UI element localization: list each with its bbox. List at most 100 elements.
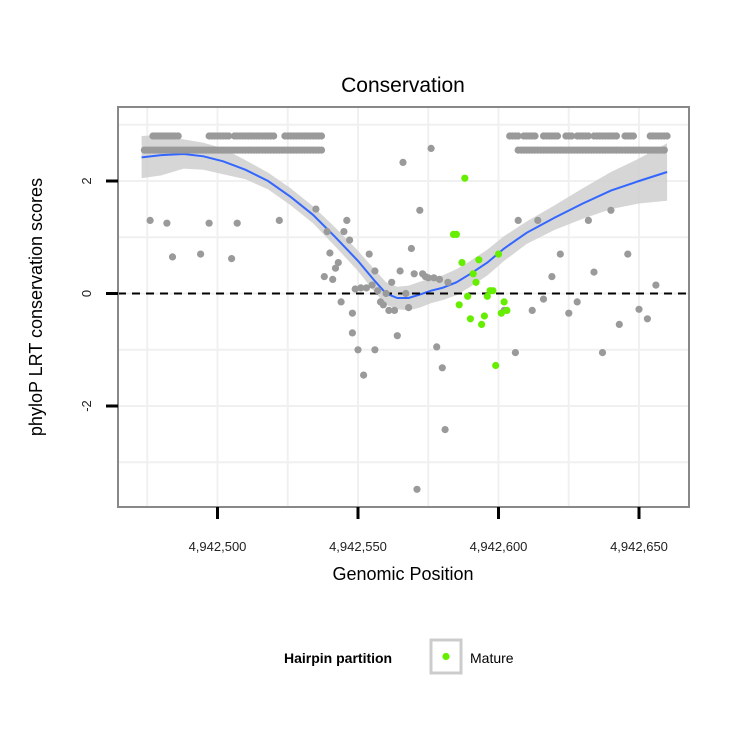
y-tick-label: 0 bbox=[79, 290, 94, 297]
data-point-other bbox=[399, 158, 407, 166]
data-point-other bbox=[514, 132, 522, 140]
data-point-other bbox=[393, 332, 401, 340]
data-point-other bbox=[354, 346, 362, 354]
data-point-other bbox=[346, 236, 354, 244]
confidence-band-area bbox=[141, 134, 668, 311]
data-point-other bbox=[388, 278, 396, 286]
data-point-other bbox=[528, 306, 536, 314]
data-point-other bbox=[511, 349, 519, 357]
legend: Hairpin partition Mature bbox=[284, 638, 514, 675]
data-point-other bbox=[652, 281, 660, 289]
data-point-other bbox=[371, 346, 379, 354]
data-point-mature bbox=[455, 301, 463, 309]
data-point-other bbox=[607, 206, 615, 214]
data-point-other bbox=[163, 219, 171, 227]
data-point-other bbox=[534, 216, 542, 224]
data-point-other bbox=[357, 284, 365, 292]
data-point-other bbox=[590, 268, 598, 276]
data-point-other bbox=[598, 349, 607, 357]
data-point-mature bbox=[480, 312, 488, 320]
y-axis-title: phyloP LRT conservation scores bbox=[26, 178, 46, 436]
data-point-mature bbox=[464, 292, 472, 300]
data-point-mature bbox=[500, 298, 508, 306]
data-point-other bbox=[430, 274, 438, 282]
data-point-other bbox=[326, 249, 334, 257]
x-axis-title: Genomic Position bbox=[332, 564, 473, 584]
data-point-other bbox=[146, 216, 154, 224]
data-point-other bbox=[368, 281, 376, 289]
data-point-other bbox=[660, 146, 668, 154]
x-tick-label: 4,942,500 bbox=[189, 539, 247, 554]
data-point-other bbox=[615, 320, 623, 328]
x-tick-label: 4,942,650 bbox=[610, 539, 668, 554]
data-point-other bbox=[643, 315, 652, 323]
data-point-other bbox=[612, 132, 621, 140]
data-point-other bbox=[323, 228, 331, 236]
data-point-other bbox=[205, 219, 213, 227]
data-point-other bbox=[360, 371, 368, 379]
data-point-other bbox=[225, 132, 233, 140]
data-point-other bbox=[438, 364, 446, 372]
data-point-other bbox=[317, 132, 326, 140]
data-point-other bbox=[441, 426, 449, 434]
data-point-mature bbox=[492, 361, 500, 370]
data-point-other bbox=[424, 274, 432, 282]
data-point-other bbox=[343, 216, 351, 224]
legend-label-mature: Mature bbox=[470, 650, 514, 666]
data-point-other bbox=[385, 306, 393, 314]
x-axis: 4,942,500 4,942,550 4,942,600 4,942,650 bbox=[189, 507, 668, 554]
data-point-mature bbox=[452, 230, 460, 238]
legend-mature-dot bbox=[442, 652, 450, 661]
data-point-other bbox=[539, 295, 548, 303]
data-point-mature bbox=[483, 292, 491, 300]
chart-title: Conservation bbox=[341, 74, 465, 97]
data-point-other bbox=[312, 205, 320, 213]
data-point-other bbox=[624, 250, 632, 258]
loess-line bbox=[141, 152, 668, 299]
x-tick-label: 4,942,600 bbox=[470, 539, 528, 554]
data-point-other bbox=[348, 329, 356, 337]
data-point-other bbox=[270, 132, 278, 140]
legend-title: Hairpin partition bbox=[284, 650, 392, 666]
points-mature bbox=[449, 174, 511, 370]
data-point-other bbox=[427, 144, 435, 152]
data-point-other bbox=[374, 287, 382, 295]
data-point-other bbox=[584, 132, 593, 140]
data-point-other bbox=[331, 264, 340, 272]
data-point-other bbox=[396, 267, 404, 275]
data-point-other bbox=[514, 216, 522, 224]
data-point-other bbox=[548, 273, 556, 281]
y-tick-label: 2 bbox=[79, 177, 94, 184]
data-point-other bbox=[348, 309, 356, 317]
data-point-other bbox=[629, 132, 638, 140]
data-point-other bbox=[410, 270, 418, 278]
data-point-other bbox=[329, 275, 337, 283]
data-point-mature bbox=[494, 250, 503, 258]
data-point-mature bbox=[489, 287, 497, 295]
data-point-other bbox=[402, 289, 410, 298]
data-point-other bbox=[433, 343, 441, 351]
data-point-other bbox=[556, 250, 564, 258]
data-point-mature bbox=[466, 315, 474, 323]
data-point-mature bbox=[458, 259, 466, 267]
data-point-other bbox=[340, 228, 348, 236]
data-point-mature bbox=[469, 270, 477, 278]
y-tick-label: -2 bbox=[79, 400, 94, 412]
data-point-mature bbox=[478, 320, 486, 328]
data-point-other bbox=[382, 289, 390, 298]
smooth-line bbox=[141, 152, 668, 299]
points-other bbox=[140, 132, 671, 493]
panel-border bbox=[117, 106, 690, 508]
data-point-mature bbox=[497, 309, 505, 317]
data-point-other bbox=[635, 305, 643, 313]
x-tick-label: 4,942,550 bbox=[329, 539, 387, 554]
data-point-other bbox=[337, 298, 345, 306]
data-point-other bbox=[573, 298, 581, 306]
data-point-other bbox=[663, 132, 671, 140]
data-point-mature bbox=[461, 174, 469, 182]
data-point-other bbox=[444, 278, 452, 286]
data-point-other bbox=[568, 132, 576, 140]
data-point-other bbox=[317, 146, 326, 154]
data-point-other bbox=[413, 485, 421, 493]
data-point-mature bbox=[475, 256, 483, 264]
